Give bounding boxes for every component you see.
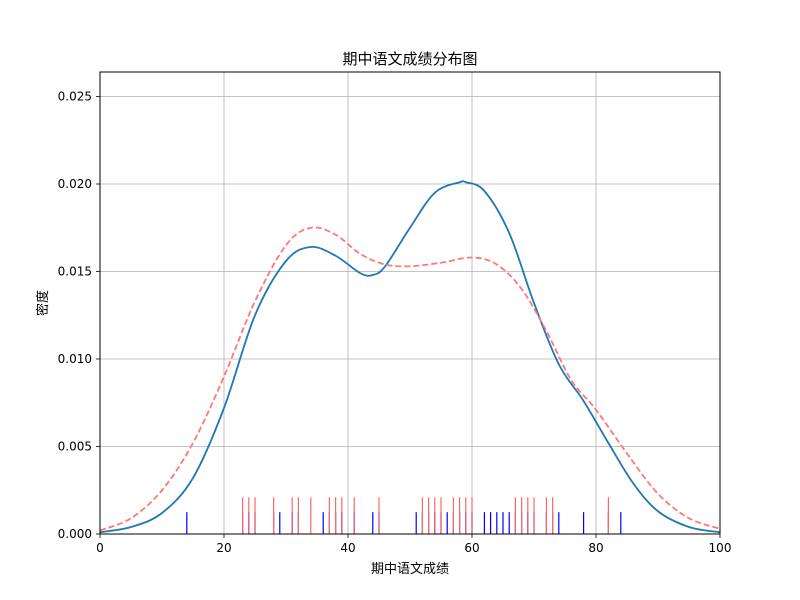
x-tick-label: 20: [216, 541, 231, 555]
x-tick-label: 40: [340, 541, 355, 555]
density-line-2: [99, 226, 721, 532]
grid-lines: [99, 72, 721, 535]
density-line-1: [99, 180, 721, 534]
y-axis-title: 密度: [35, 290, 51, 316]
y-tick-label: 0.010: [58, 352, 92, 366]
chart-title: 期中语文成绩分布图: [342, 50, 477, 68]
plot-frame: [99, 71, 721, 535]
y-tick-label: 0.015: [58, 265, 92, 279]
x-tick-label: 100: [709, 541, 732, 555]
x-tick-label: 0: [96, 541, 104, 555]
y-tick-label: 0.020: [58, 177, 92, 191]
x-axis-title: 期中语文成绩: [371, 562, 449, 577]
density-lines: [99, 180, 721, 534]
x-tick-label: 60: [464, 541, 479, 555]
rug-marks: [186, 497, 622, 534]
x-axis-ticks: 0 20 40 60 80 100: [96, 534, 731, 555]
x-tick-label: 80: [588, 541, 603, 555]
y-tick-label: 0.000: [58, 527, 92, 541]
y-axis-ticks: 0.000 0.005 0.010 0.015 0.020 0.025: [58, 90, 100, 541]
y-tick-label: 0.005: [58, 440, 92, 454]
y-tick-label: 0.025: [58, 90, 92, 104]
